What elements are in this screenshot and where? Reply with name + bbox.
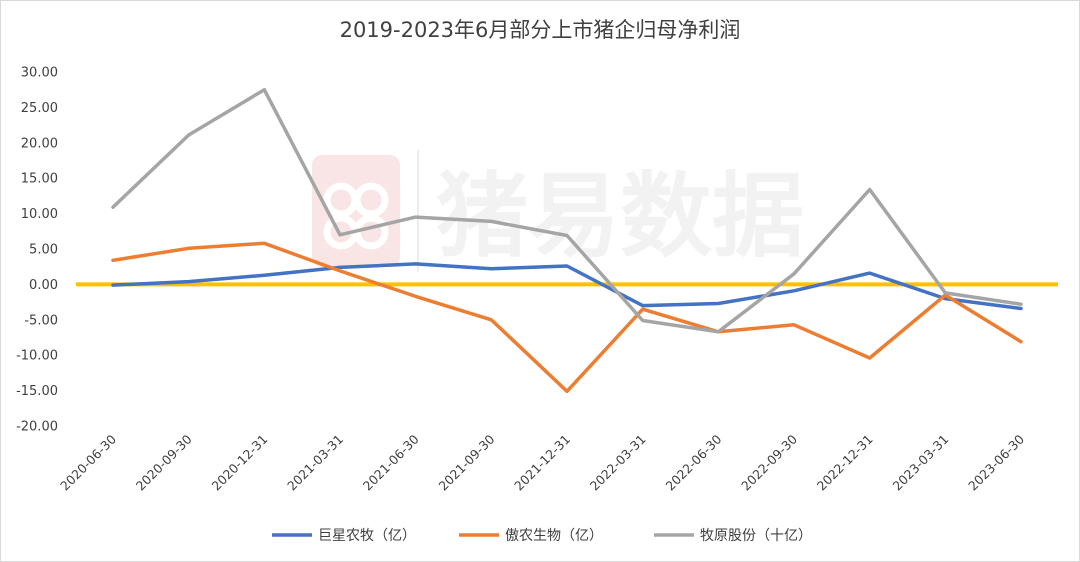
- x-tick-label: 2022-09-30: [738, 431, 800, 493]
- y-tick-label: 10.00: [21, 207, 58, 222]
- watermark-text: 猪易数据: [436, 163, 804, 270]
- legend-label-1: 傲农生物（亿）: [505, 528, 603, 544]
- x-tick-label: 2021-12-31: [511, 432, 573, 494]
- y-tick-label: 20.00: [21, 136, 58, 151]
- x-tick-label: 2020-12-31: [208, 432, 270, 494]
- y-tick-label: 5.00: [29, 243, 58, 258]
- x-tick-label: 2021-06-30: [360, 431, 422, 493]
- y-tick-label: -15.00: [16, 384, 58, 399]
- x-tick-label: 2021-03-31: [284, 432, 346, 494]
- y-tick-label: -5.00: [24, 313, 58, 328]
- x-tick-label: 2022-06-30: [662, 431, 724, 493]
- legend-label-0: 巨星农牧（亿）: [318, 528, 416, 544]
- x-tick-label: 2022-03-31: [587, 432, 649, 494]
- y-axis: 30.00 25.00 20.00 15.00 10.00 5.00 0.00 -5.00 -1…: [16, 66, 58, 435]
- x-tick-label: 2020-06-30: [57, 431, 119, 493]
- x-tick-label: 2023-06-30: [965, 431, 1027, 493]
- x-tick-label: 2020-09-30: [133, 431, 195, 493]
- x-tick-label: 2021-09-30: [435, 431, 497, 493]
- y-tick-label: -10.00: [16, 349, 58, 364]
- x-tick-label: 2023-03-31: [889, 432, 951, 494]
- chart-title: 2019-2023年6月部分上市猪企归母净利润: [339, 18, 741, 42]
- x-tick-label: 2022-12-31: [814, 432, 876, 494]
- x-axis: 2020-06-30 2020-09-30 2020-12-31 2021-03-31…: [57, 431, 1027, 493]
- watermark: 猪易数据: [312, 150, 804, 272]
- series-lines: [111, 87, 1023, 394]
- y-tick-label: 15.00: [21, 172, 58, 187]
- legend: 巨星农牧（亿） 傲农生物（亿） 牧原股份（十亿）: [272, 528, 812, 544]
- y-tick-label: 0.00: [29, 278, 58, 293]
- y-tick-label: 25.00: [21, 101, 58, 116]
- y-tick-label: -20.00: [16, 420, 58, 435]
- y-tick-label: 30.00: [21, 66, 58, 81]
- legend-label-2: 牧原股份（十亿）: [700, 528, 812, 544]
- pig-logo-icon: [312, 155, 400, 267]
